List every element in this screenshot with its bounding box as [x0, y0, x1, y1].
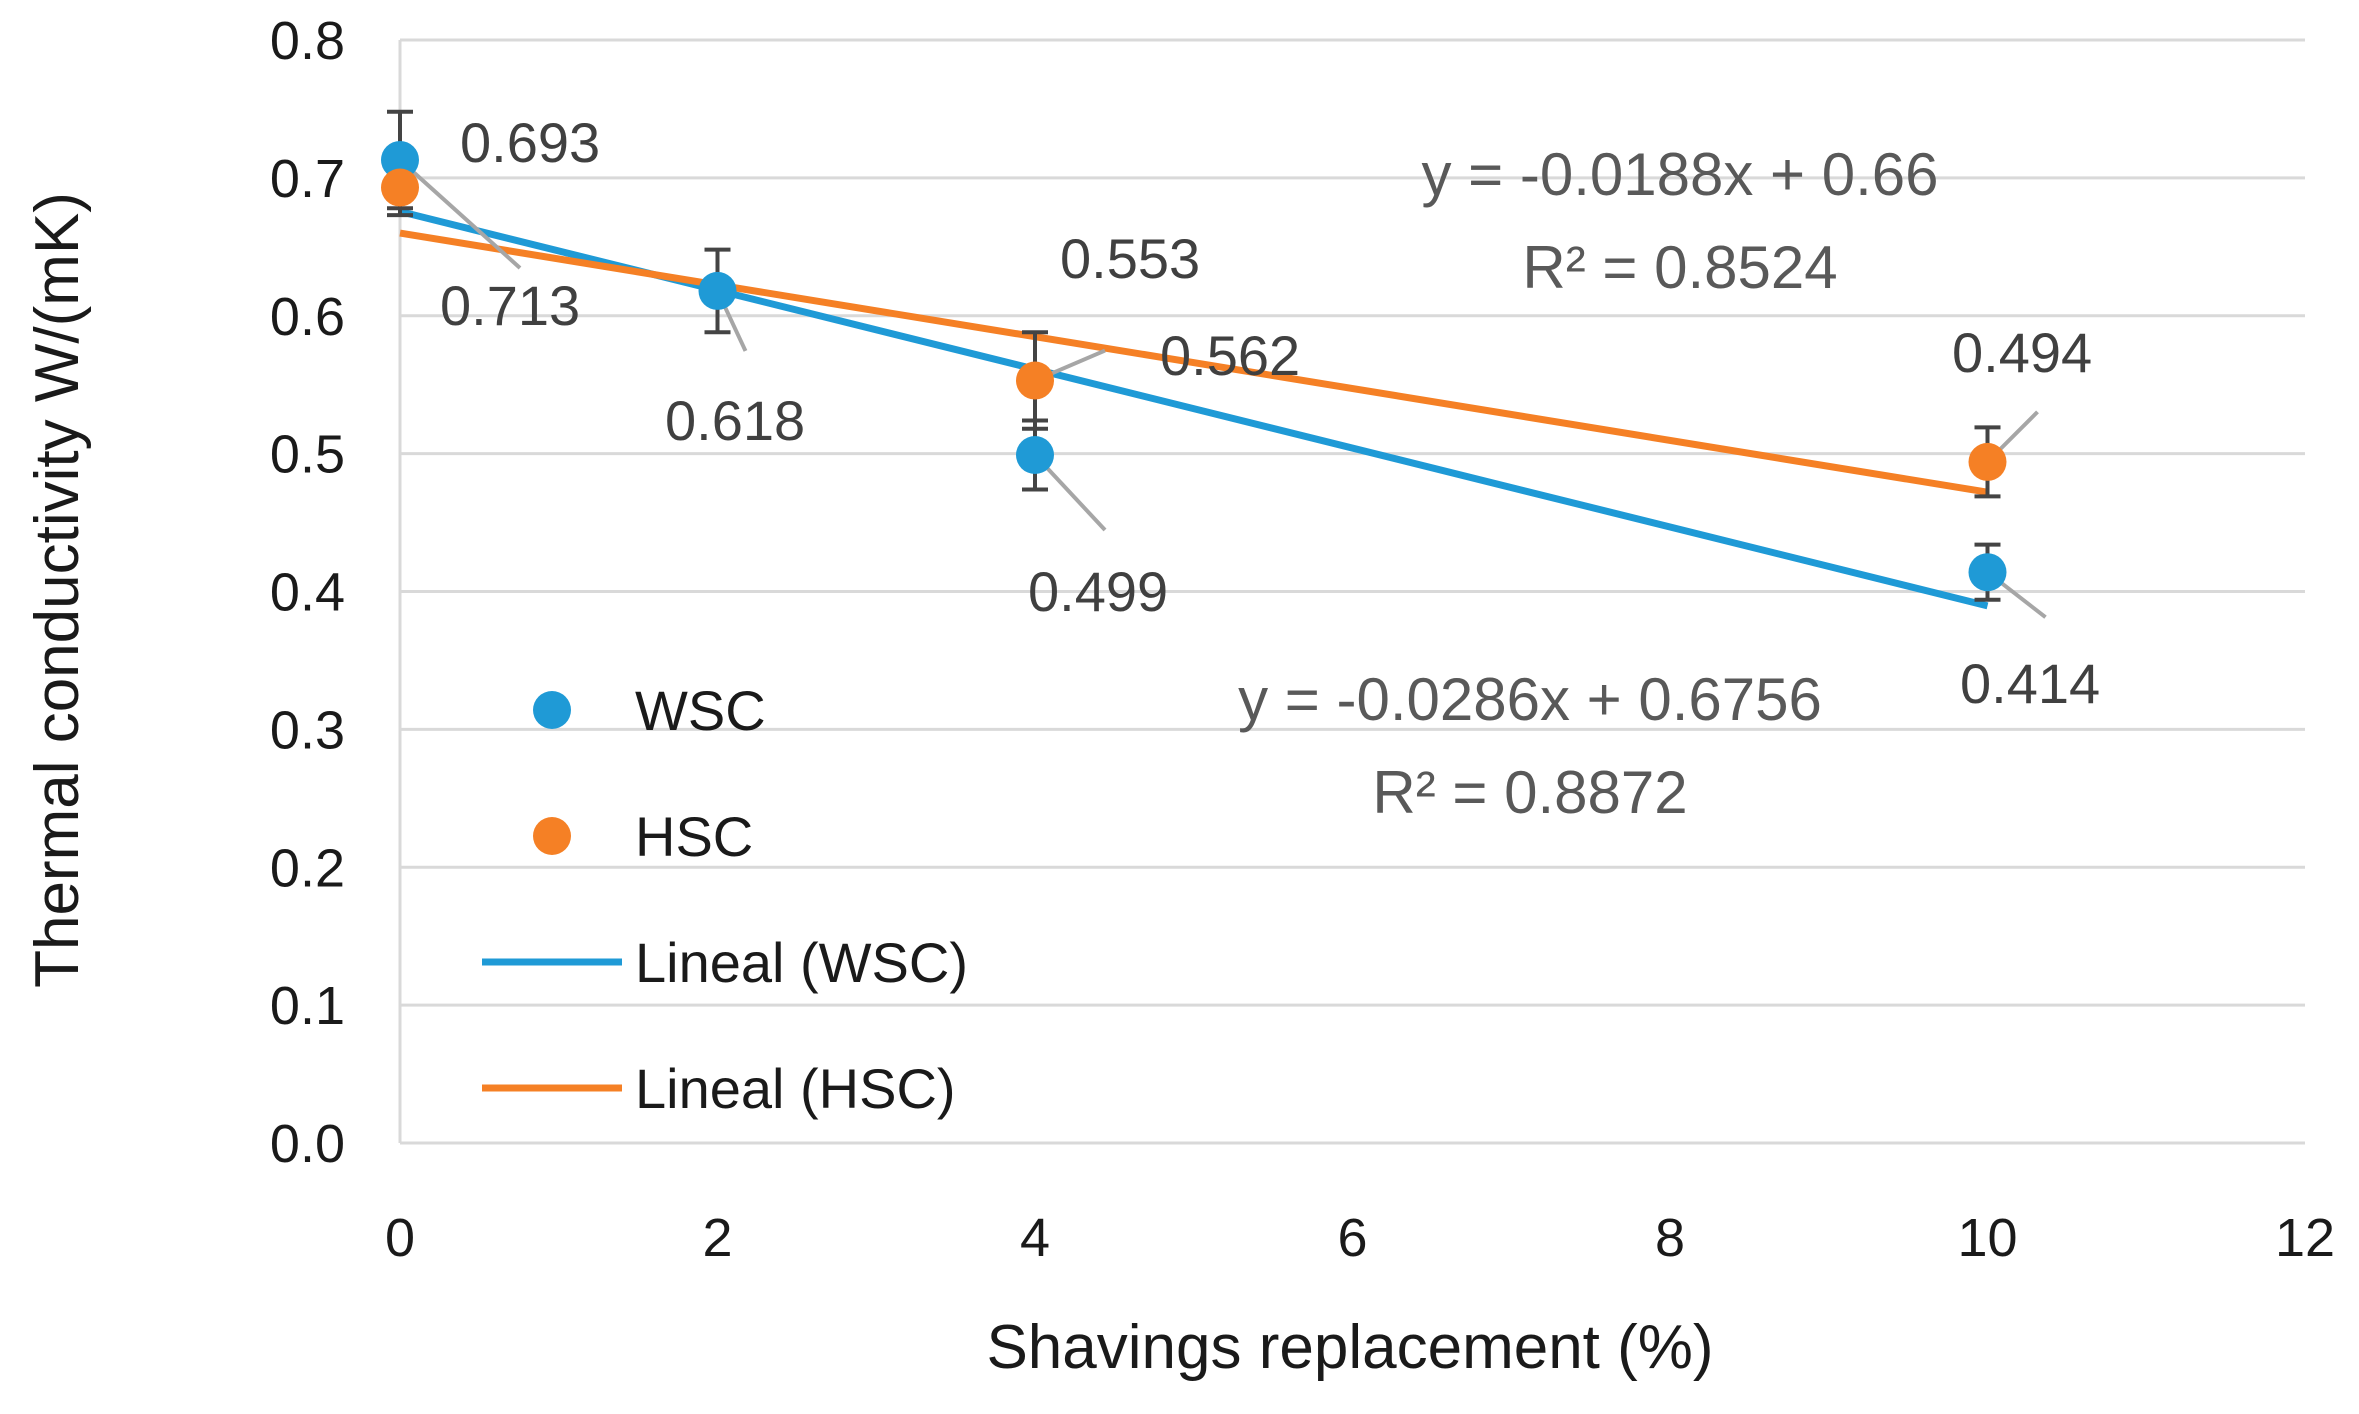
x-tick-label: 2 — [702, 1208, 732, 1268]
x-tick-label: 12 — [2275, 1208, 2335, 1268]
data-label-wsc: 0.713 — [440, 274, 580, 337]
x-tick-label: 10 — [1957, 1208, 2017, 1268]
y-tick-label: 0.2 — [270, 838, 345, 898]
data-label-wsc: 0.499 — [1028, 560, 1168, 623]
data-label-hsc-extra: 0.553 — [1060, 227, 1200, 290]
legend-label: HSC — [635, 805, 753, 868]
y-tick-label: 0.0 — [270, 1114, 345, 1174]
point-wsc — [1968, 553, 2007, 592]
tick-labels: 0.0 0.1 0.2 0.3 0.4 0.5 0.6 0.7 0.8 0 2 4 6 8 10 12 — [270, 11, 2335, 1268]
trendline-equations: y = -0.0286x + 0.6756 R² = 0.8872 y = -0.0… — [1238, 141, 1938, 826]
x-tick-label: 4 — [1020, 1208, 1050, 1268]
legend: WSC HSC Lineal (WSC) Lineal (HSC) — [482, 679, 968, 1120]
data-label-hsc: 0.693 — [460, 111, 600, 174]
point-hsc — [1016, 361, 1054, 400]
data-labels: 0.713 0.618 0.499 0.414 0.693 0.562 0.494 0.553 — [440, 111, 2100, 715]
point-hsc — [1968, 442, 2007, 481]
y-tick-label: 0.5 — [270, 425, 345, 485]
data-label-hsc: 0.494 — [1952, 321, 2092, 384]
trendline-equation: y = -0.0286x + 0.6756 — [1238, 666, 1822, 733]
axes — [398, 40, 2305, 1145]
point-wsc — [1016, 436, 1054, 475]
x-axis-title: Shavings replacement (%) — [986, 1313, 1713, 1382]
trendlines — [399, 208, 1989, 610]
legend-label: Lineal (HSC) — [635, 1057, 956, 1120]
trendline-equation: y = -0.0188x + 0.66 — [1421, 141, 1938, 208]
y-axis-title: Thermal conductivity W/(mK) — [23, 192, 92, 988]
point-hsc — [381, 168, 419, 207]
legend-label: Lineal (WSC) — [635, 931, 968, 994]
y-tick-label: 0.6 — [270, 287, 345, 347]
leader-line — [398, 158, 522, 270]
x-tick-label: 8 — [1655, 1208, 1685, 1268]
x-tick-label: 6 — [1337, 1208, 1367, 1268]
y-tick-label: 0.3 — [270, 700, 345, 760]
y-tick-label: 0.8 — [270, 11, 345, 71]
trendline-r-squared: R² = 0.8872 — [1372, 759, 1687, 826]
legend-marker-wsc — [533, 691, 571, 729]
data-label-wsc: 0.414 — [1960, 652, 2100, 715]
y-tick-label: 0.4 — [270, 563, 345, 623]
point-wsc — [381, 140, 419, 179]
trendline-r-squared: R² = 0.8524 — [1522, 234, 1837, 301]
data-label-wsc: 0.618 — [665, 389, 805, 452]
legend-label: WSC — [635, 679, 766, 742]
x-tick-label: 0 — [385, 1208, 415, 1268]
y-tick-label: 0.1 — [270, 976, 345, 1036]
trendline-lineal-hsc- — [399, 229, 1989, 496]
point-wsc — [698, 271, 737, 310]
y-tick-label: 0.7 — [270, 149, 345, 209]
data-points — [381, 140, 2007, 592]
legend-marker-hsc — [533, 817, 571, 855]
data-label-hsc: 0.562 — [1160, 324, 1300, 387]
